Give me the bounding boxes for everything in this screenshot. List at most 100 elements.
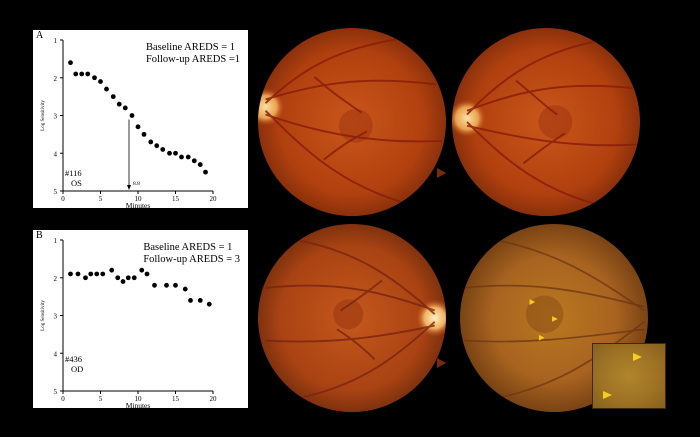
subject-id-a: #116 — [65, 168, 82, 178]
data-point — [179, 154, 184, 160]
y-tick-label: 2 — [54, 275, 58, 283]
areds-header-b: Baseline AREDS = 1 Follow-up AREDS = 3 — [143, 242, 240, 266]
x-tick-label: 15 — [172, 395, 180, 403]
data-point — [197, 162, 203, 167]
data-point — [141, 131, 147, 137]
eye-id-a: OS — [71, 178, 82, 188]
data-point — [88, 271, 94, 277]
data-point — [109, 267, 115, 273]
subject-label-b: #436 OD — [65, 354, 83, 374]
arrow-icon — [603, 391, 612, 399]
data-point — [115, 275, 121, 281]
y-tick-label: 1 — [54, 37, 58, 45]
x-tick-label: 10 — [135, 195, 143, 203]
x-tick-label: 15 — [172, 195, 180, 203]
panel-letter-b: B — [33, 230, 46, 242]
data-point — [94, 271, 100, 277]
data-point — [185, 154, 191, 160]
chart-panel-a: 1 2 3 4 5 0 5 10 15 20 Minutes Log Sensitivity 8.8 A… — [33, 30, 248, 208]
chart-panel-b: 1 2 3 4 5 0 5 10 15 20 Minutes Log Sensitivity B Ba… — [33, 230, 248, 408]
x-tick-label: 0 — [61, 195, 65, 203]
data-point — [122, 105, 128, 111]
x-tick-label: 10 — [135, 395, 143, 403]
data-point — [110, 94, 116, 100]
data-point — [98, 79, 103, 84]
data-point — [85, 71, 91, 77]
y-tick-label: 5 — [54, 188, 58, 196]
data-point — [182, 286, 188, 292]
data-point — [125, 275, 131, 281]
data-point — [68, 271, 73, 277]
panel-letter-a: A — [33, 30, 47, 42]
data-point — [144, 271, 150, 277]
subject-id-b: #436 — [65, 354, 82, 364]
data-point — [135, 124, 141, 130]
data-point — [120, 279, 126, 284]
fundus-photo-b-baseline — [258, 224, 446, 412]
data-point — [191, 158, 197, 164]
data-point — [100, 271, 106, 277]
data-point — [129, 113, 135, 118]
data-point — [154, 143, 160, 149]
data-point — [79, 71, 85, 77]
data-point — [173, 150, 178, 156]
data-point — [167, 150, 172, 156]
y-axis-label: Log Sensitivity — [41, 100, 46, 131]
x-tick-label: 20 — [210, 395, 218, 403]
followup-label-b: Follow-up AREDS = 3 — [143, 254, 240, 265]
data-point — [83, 275, 88, 281]
fundus-image — [258, 28, 446, 216]
y-tick-label: 4 — [54, 150, 58, 158]
y-axis-label: Log Sensitivity — [41, 300, 46, 331]
subject-label-a: #116 OS — [65, 168, 82, 188]
y-tick-label: 2 — [54, 75, 58, 83]
y-tick-label: 5 — [54, 388, 58, 396]
fundus-photo-a-followup — [452, 28, 640, 216]
fundus-image — [258, 224, 446, 412]
data-point — [116, 101, 122, 107]
data-point — [104, 86, 109, 92]
fundus-image — [452, 28, 640, 216]
y-tick-label: 1 — [54, 237, 58, 245]
data-point — [73, 71, 79, 77]
arrow-head-icon — [127, 185, 131, 190]
x-tick-label: 5 — [99, 395, 103, 403]
data-point — [139, 267, 145, 273]
x-axis-label: Minutes — [126, 401, 151, 408]
fundus-notch-b1 — [437, 358, 446, 368]
threshold-label: 8.8 — [133, 181, 140, 187]
arrow-icon — [633, 353, 642, 361]
data-point — [148, 139, 154, 145]
data-point — [75, 271, 81, 277]
x-tick-label: 5 — [99, 195, 103, 203]
drusen-arrows — [529, 299, 558, 341]
x-tick-label: 20 — [210, 195, 218, 203]
magnified-inset — [592, 343, 666, 409]
data-point — [131, 275, 137, 281]
inset-arrows — [603, 353, 642, 399]
data-point — [203, 169, 208, 175]
x-tick-label: 0 — [61, 395, 65, 403]
areds-header-a: Baseline AREDS = 1 Follow-up AREDS =1 — [146, 42, 240, 66]
fundus-notch-a1 — [437, 168, 446, 178]
fundus-photo-a-baseline — [258, 28, 446, 216]
data-point — [173, 282, 178, 288]
y-tick-label: 3 — [54, 313, 58, 321]
y-tick-label: 4 — [54, 350, 58, 358]
y-tick-label: 3 — [54, 113, 58, 121]
data-point — [206, 301, 212, 307]
data-point — [164, 282, 169, 288]
data-point — [188, 298, 193, 303]
data-point — [68, 60, 73, 66]
followup-label-a: Follow-up AREDS =1 — [145, 54, 240, 65]
x-axis-label: Minutes — [126, 201, 151, 208]
eye-id-b: OD — [71, 364, 84, 374]
data-point — [197, 298, 203, 303]
baseline-label-b: Baseline AREDS = 1 — [143, 242, 233, 253]
data-point — [92, 75, 97, 81]
baseline-label-a: Baseline AREDS = 1 — [145, 42, 236, 53]
data-point — [160, 147, 166, 152]
data-point — [152, 282, 157, 288]
